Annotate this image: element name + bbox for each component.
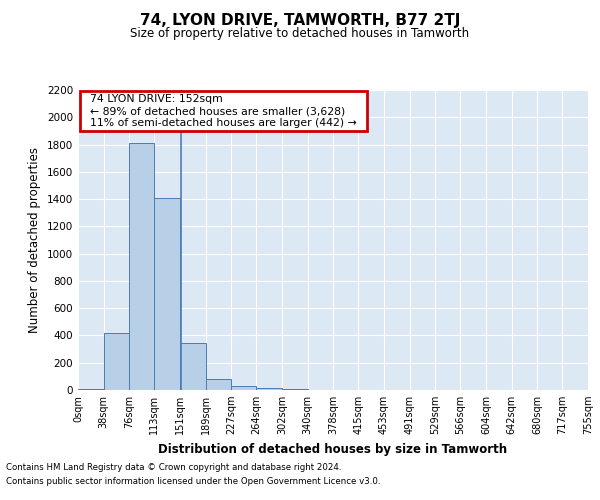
Text: Contains public sector information licensed under the Open Government Licence v3: Contains public sector information licen… [6,477,380,486]
Text: Contains HM Land Registry data © Crown copyright and database right 2024.: Contains HM Land Registry data © Crown c… [6,464,341,472]
Bar [180,343,206,390]
Text: Size of property relative to detached houses in Tamworth: Size of property relative to detached ho… [130,28,470,40]
Bar [104,332,130,390]
Bar [78,388,104,390]
Bar [154,198,180,390]
Bar [256,388,282,390]
Bar [232,386,256,390]
Bar [130,143,154,390]
Text: Distribution of detached houses by size in Tamworth: Distribution of detached houses by size … [158,442,508,456]
Text: 74, LYON DRIVE, TAMWORTH, B77 2TJ: 74, LYON DRIVE, TAMWORTH, B77 2TJ [140,12,460,28]
Text: 74 LYON DRIVE: 152sqm  
  ← 89% of detached houses are smaller (3,628)  
  11% o: 74 LYON DRIVE: 152sqm ← 89% of detached … [83,94,364,128]
Y-axis label: Number of detached properties: Number of detached properties [28,147,41,333]
Bar [206,379,232,390]
